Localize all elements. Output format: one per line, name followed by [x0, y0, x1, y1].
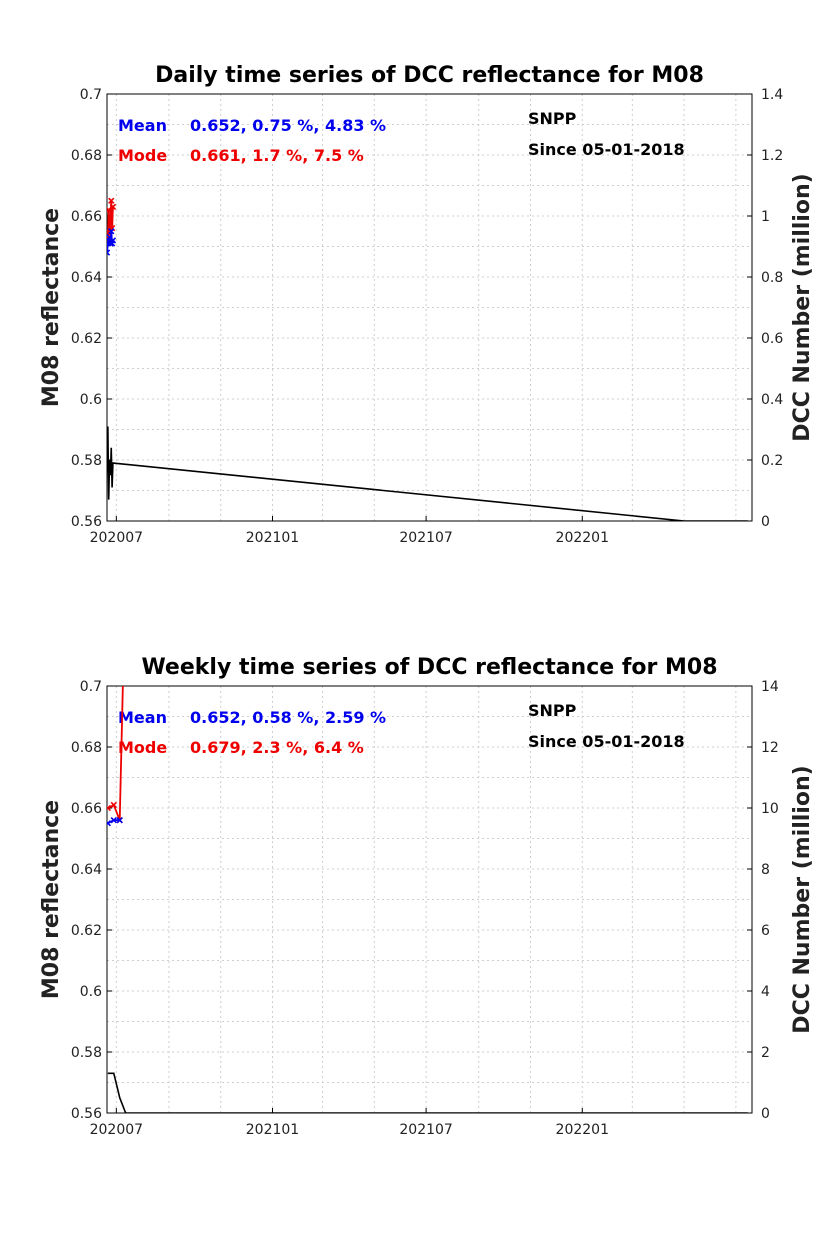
y2-tick-label: 8	[761, 862, 770, 878]
mode-stats: 0.679, 2.3 %, 6.4 %	[190, 738, 364, 757]
y-tick-label: 0.56	[71, 514, 102, 530]
y2-tick-label: 0	[761, 514, 770, 530]
y2-axis-label: DCC Number (million)	[790, 173, 815, 441]
mode-data-point	[107, 206, 112, 214]
y-tick-label: 0.58	[71, 1045, 102, 1061]
satellite-label: SNPP	[528, 701, 577, 720]
y-tick-label: 0.68	[71, 740, 102, 756]
x-tick-label: 202107	[399, 1122, 452, 1138]
y-tick-label: 0.56	[71, 1106, 102, 1122]
mode-data-point	[108, 197, 115, 204]
mode-stats: 0.661, 1.7 %, 7.5 %	[190, 146, 364, 165]
y2-axis-label: DCC Number (million)	[790, 765, 815, 1033]
mode-data-point	[107, 218, 114, 226]
chart-title: Daily time series of DCC reflectance for…	[155, 63, 704, 88]
y2-tick-label: 0	[761, 1106, 770, 1122]
mean-data-point	[108, 228, 115, 235]
y-tick-label: 0.66	[71, 801, 102, 817]
y-tick-label: 0.7	[80, 679, 102, 695]
x-tick-label: 202201	[556, 1122, 609, 1138]
y-tick-label: 0.62	[71, 331, 102, 347]
mode-data-point	[123, 561, 128, 566]
y-tick-label: 0.68	[71, 148, 102, 164]
mode-data-point	[107, 804, 112, 812]
x-tick-label: 202107	[399, 530, 452, 546]
plot-frame	[106, 93, 753, 522]
y-tick-label: 0.6	[80, 984, 102, 1000]
x-tick-label: 202007	[90, 1122, 143, 1138]
y2-tick-label: 12	[761, 740, 779, 756]
mode-data-point	[110, 801, 117, 809]
mode-series-line	[107, 686, 124, 821]
chart-panel-2: 0.56 0.58 0.6 0.62 0.64 0.66 0.68 0.7 0 2 4 6 8 10 12 1…	[39, 561, 815, 1138]
series-layer	[107, 561, 748, 1113]
mean-data-point	[107, 820, 112, 827]
x-tick-label: 202101	[246, 530, 299, 546]
chart-title: Weekly time series of DCC reflectance fo…	[141, 655, 717, 680]
y-tick-label: 0.6	[80, 392, 102, 408]
y2-tick-label: 1.4	[761, 87, 783, 103]
y2-tick-label: 0.6	[761, 331, 783, 347]
satellite-label: SNPP	[528, 109, 577, 128]
y-axis-label: M08 reflectance	[39, 800, 64, 999]
mode-label: Mode	[118, 146, 167, 165]
y2-tick-label: 1	[761, 209, 770, 225]
y2-tick-label: 6	[761, 923, 770, 939]
y-tick-label: 0.58	[71, 453, 102, 469]
chart-panel-1: 0.56 0.58 0.6 0.62 0.64 0.66 0.68 0.7 0 0.2 0.4 0.6…	[39, 63, 815, 546]
x-tick-label: 202201	[556, 530, 609, 546]
series-layer	[107, 197, 748, 521]
since-date-label: Since 05-01-2018	[528, 732, 685, 751]
y-tick-label: 0.66	[71, 209, 102, 225]
mean-data-point	[109, 237, 117, 244]
y-tick-label: 0.62	[71, 923, 102, 939]
y-tick-label: 0.64	[71, 862, 102, 878]
y2-tick-label: 14	[761, 679, 779, 695]
count-series-line	[107, 1072, 748, 1113]
grid-lines	[107, 94, 752, 521]
y2-tick-label: 10	[761, 801, 779, 817]
x-tick-label: 202007	[90, 530, 143, 546]
y-tick-label: 0.64	[71, 270, 102, 286]
y2-tick-label: 2	[761, 1045, 770, 1061]
mode-label: Mode	[118, 738, 167, 757]
y2-tick-label: 0.8	[761, 270, 783, 286]
x-tick-label: 202101	[246, 1122, 299, 1138]
mean-stats: 0.652, 0.58 %, 2.59 %	[190, 708, 386, 727]
y-axis-label: M08 reflectance	[39, 208, 64, 407]
mean-data-point	[116, 817, 123, 824]
since-date-label: Since 05-01-2018	[528, 140, 685, 159]
mean-data-point	[107, 249, 111, 256]
y2-tick-label: 4	[761, 984, 770, 1000]
count-series-line	[107, 426, 748, 521]
mean-label: Mean	[118, 116, 167, 135]
y-tick-label: 0.7	[80, 87, 102, 103]
mean-data-point	[110, 817, 117, 824]
y2-tick-label: 0.4	[761, 392, 783, 408]
mode-data-point	[109, 203, 117, 211]
y2-tick-label: 0.2	[761, 453, 783, 469]
y2-tick-label: 1.2	[761, 148, 783, 164]
mean-label: Mean	[118, 708, 167, 727]
grid-lines	[107, 686, 752, 1113]
mean-stats: 0.652, 0.75 %, 4.83 %	[190, 116, 386, 135]
